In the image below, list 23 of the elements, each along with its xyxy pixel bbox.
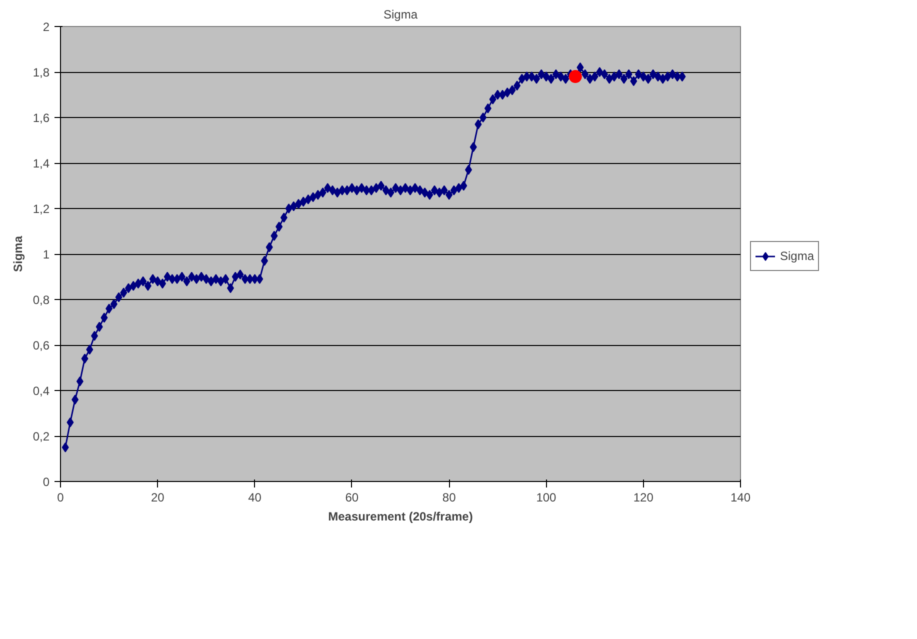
x-tick-label: 40 — [248, 490, 262, 504]
y-tick-label: 1,4 — [32, 156, 50, 170]
legend-label: Sigma — [780, 249, 814, 263]
x-tick-label: 80 — [442, 490, 456, 504]
y-tick-label: 0,6 — [32, 338, 50, 352]
chart-title: Sigma — [383, 8, 418, 22]
y-tick-label: 0,2 — [32, 430, 50, 444]
x-axis-title: Measurement (20s/frame) — [328, 510, 473, 524]
y-axis-title: Sigma — [10, 236, 25, 272]
x-tick-label: 60 — [345, 490, 359, 504]
y-tick-label: 0 — [42, 475, 50, 489]
y-tick-label: 1,2 — [32, 202, 50, 216]
y-tick-label: 0,8 — [32, 293, 50, 307]
x-tick-label: 0 — [57, 490, 64, 504]
y-tick-label: 0,4 — [32, 384, 50, 398]
x-tick-label: 100 — [536, 490, 557, 504]
y-tick-label: 1 — [42, 248, 50, 262]
x-tick-label: 140 — [730, 490, 751, 504]
x-tick-label: 20 — [150, 490, 165, 504]
x-tick-label: 120 — [633, 490, 654, 504]
y-tick-label: 2 — [42, 20, 50, 34]
y-tick-label: 1,6 — [32, 111, 50, 125]
y-tick-label: 1,8 — [32, 66, 50, 80]
